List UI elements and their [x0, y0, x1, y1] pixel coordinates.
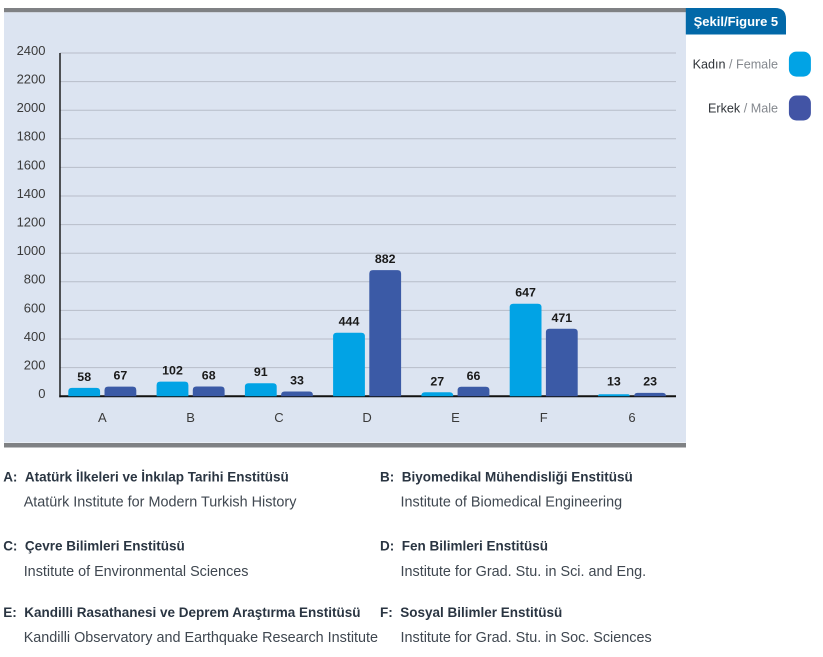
svg-text:2200: 2200 — [17, 72, 46, 87]
svg-text:Kadın / Female: Kadın / Female — [693, 58, 778, 72]
svg-text:200: 200 — [24, 358, 46, 373]
svg-text:27: 27 — [430, 374, 444, 388]
svg-text:C: C — [274, 410, 283, 425]
svg-text:Institute of Environmental Sci: Institute of Environmental Sciences — [24, 564, 249, 580]
svg-text:C: Çevre Bilimleri Enstitüsü: C: Çevre Bilimleri Enstitüsü — [3, 539, 185, 554]
svg-text:Kandilli Observatory and Earth: Kandilli Observatory and Earthquake Rese… — [24, 630, 378, 646]
svg-text:2000: 2000 — [17, 100, 46, 115]
svg-text:Şekil/Figure 5: Şekil/Figure 5 — [694, 14, 779, 29]
svg-text:102: 102 — [162, 364, 183, 378]
svg-text:D: D — [362, 410, 371, 425]
svg-text:444: 444 — [339, 315, 360, 329]
svg-text:Institute of Biomedical Engine: Institute of Biomedical Engineering — [401, 495, 623, 511]
svg-text:471: 471 — [551, 311, 572, 325]
svg-text:1600: 1600 — [17, 157, 46, 172]
svg-text:800: 800 — [24, 272, 46, 287]
svg-text:D: Fen Bilimleri Enstitüsü: D: Fen Bilimleri Enstitüsü — [380, 539, 548, 554]
svg-text:23: 23 — [643, 375, 657, 389]
svg-text:600: 600 — [24, 300, 46, 315]
svg-text:58: 58 — [77, 370, 91, 384]
svg-text:1800: 1800 — [17, 129, 46, 144]
svg-text:F: Sosyal Bilimler Enstitüsü: F: Sosyal Bilimler Enstitüsü — [380, 605, 562, 620]
svg-text:6: 6 — [628, 410, 635, 425]
svg-text:E: Kandilli Rasathanesi ve De: E: Kandilli Rasathanesi ve Deprem Araştı… — [3, 605, 360, 620]
svg-text:1000: 1000 — [17, 243, 46, 258]
svg-text:1200: 1200 — [17, 215, 46, 230]
svg-text:13: 13 — [607, 375, 621, 389]
svg-text:0: 0 — [38, 386, 45, 401]
svg-text:A: A — [98, 410, 107, 425]
svg-text:Institute for Grad. Stu. in So: Institute for Grad. Stu. in Soc. Science… — [401, 630, 652, 646]
svg-text:Atatürk Institute for Modern T: Atatürk Institute for Modern Turkish His… — [24, 495, 298, 511]
svg-text:2400: 2400 — [17, 43, 46, 58]
svg-text:91: 91 — [254, 365, 268, 379]
svg-text:647: 647 — [515, 286, 536, 300]
svg-text:1400: 1400 — [17, 186, 46, 201]
svg-text:Institute for Grad. Stu. in Sc: Institute for Grad. Stu. in Sci. and Eng… — [401, 564, 647, 580]
svg-text:B: Biyomedikal Mühendisliği E: B: Biyomedikal Mühendisliği Enstitüsü — [380, 470, 633, 485]
svg-text:67: 67 — [114, 369, 128, 383]
svg-text:33: 33 — [290, 374, 304, 388]
svg-text:Erkek / Male: Erkek / Male — [708, 101, 778, 115]
svg-text:882: 882 — [375, 252, 396, 266]
svg-text:F: F — [540, 410, 548, 425]
svg-text:B: B — [186, 410, 195, 425]
svg-text:A: Atatürk İlkeleri ve İnkıla: A: Atatürk İlkeleri ve İnkılap Tarihi En… — [3, 470, 289, 485]
svg-text:66: 66 — [467, 369, 481, 383]
svg-text:E: E — [451, 410, 460, 425]
svg-text:68: 68 — [202, 369, 216, 383]
svg-text:400: 400 — [24, 329, 46, 344]
